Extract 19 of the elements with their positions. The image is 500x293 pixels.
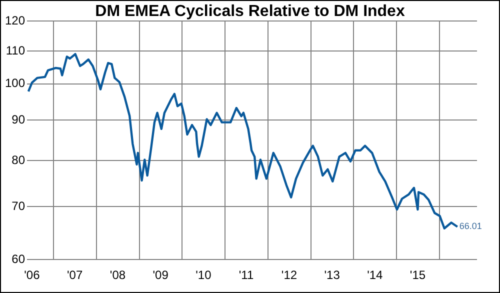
x-tick-label: '07 <box>66 268 83 282</box>
y-tick-label: 100 <box>4 76 26 90</box>
x-tick-label: '13 <box>324 268 340 282</box>
data-label: 66.01 <box>459 221 482 232</box>
x-tick-label: '11 <box>238 268 254 282</box>
y-tick-label: 120 <box>4 13 26 28</box>
x-tick-label: '14 <box>367 268 384 282</box>
chart-title: DM EMEA Cyclicals Relative to DM Index <box>95 3 405 20</box>
y-tick-label: 60 <box>12 252 26 266</box>
y-tick-label: 90 <box>12 112 26 126</box>
x-tick-label: '15 <box>410 268 426 282</box>
y-tick-label: 110 <box>6 43 26 58</box>
x-tick-label: '09 <box>152 268 169 282</box>
x-tick-label: '08 <box>110 268 126 282</box>
x-tick-label: '10 <box>196 268 212 282</box>
y-tick-label: 80 <box>12 152 26 167</box>
x-tick-label: '06 <box>24 268 40 282</box>
y-tick-label: 70 <box>12 198 26 213</box>
x-tick-label: '12 <box>281 268 298 282</box>
